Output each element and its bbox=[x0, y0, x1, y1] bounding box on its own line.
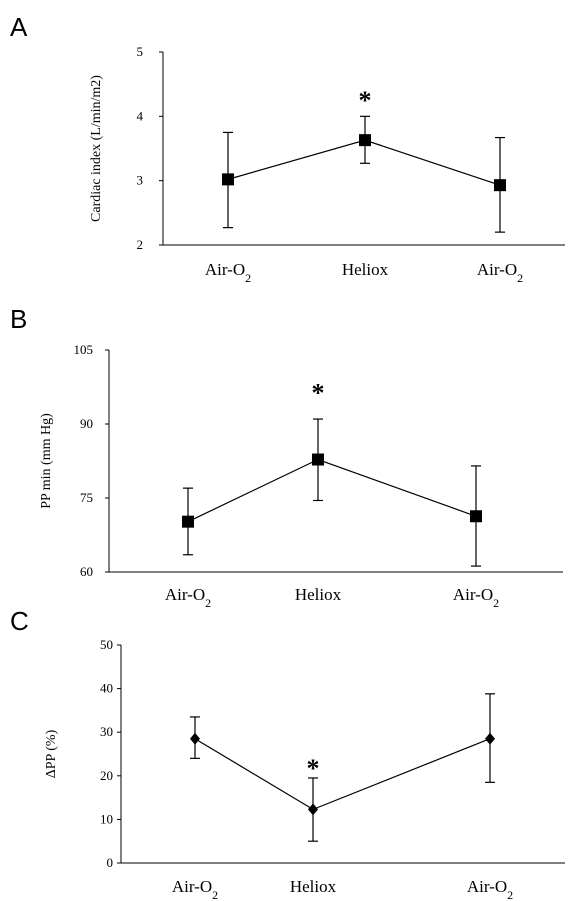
y-axis-label: PP min (mm Hg) bbox=[39, 413, 54, 509]
data-point bbox=[485, 732, 495, 745]
x-category-label: Air-O2 bbox=[477, 260, 523, 285]
data-point bbox=[308, 803, 318, 816]
data-point bbox=[359, 134, 371, 147]
x-category-label: Heliox bbox=[342, 260, 389, 279]
y-tick-label: 105 bbox=[74, 342, 94, 357]
panel-a: A 2 3 4 5 Cardiac index (L/min/m2) Air-O2 Helio… bbox=[10, 12, 565, 285]
x-category-label: Air-O2 bbox=[205, 260, 251, 285]
y-tick-label: 50 bbox=[100, 637, 113, 652]
data-point bbox=[312, 453, 324, 466]
data-point bbox=[494, 179, 506, 192]
y-tick-label: 10 bbox=[100, 811, 113, 826]
x-category-label: Air-O2 bbox=[467, 877, 513, 901]
data-point bbox=[190, 732, 200, 745]
y-tick-label: 2 bbox=[137, 237, 144, 252]
series-line bbox=[194, 738, 491, 811]
y-tick-label: 90 bbox=[80, 416, 93, 431]
panel-letter: B bbox=[10, 304, 27, 334]
y-tick-label: 0 bbox=[107, 855, 114, 870]
y-tick-label: 75 bbox=[80, 490, 93, 505]
x-category-label: Heliox bbox=[295, 585, 342, 604]
significance-marker: * bbox=[307, 754, 320, 783]
series-line bbox=[187, 458, 477, 523]
y-tick-label: 30 bbox=[100, 724, 113, 739]
x-category-label: Air-O2 bbox=[453, 585, 499, 610]
y-tick-label: 60 bbox=[80, 564, 93, 579]
x-category-label: Heliox bbox=[290, 877, 337, 896]
y-axis-label: ΔPP (%) bbox=[44, 729, 59, 778]
panel-c: C 0 10 20 30 40 50 ΔPP (%) Air-O2 Heliox Air-O2 * bbox=[10, 606, 565, 901]
data-point bbox=[470, 510, 482, 523]
x-category-label: Air-O2 bbox=[172, 877, 218, 901]
y-tick-label: 4 bbox=[137, 108, 144, 123]
y-tick-label: 20 bbox=[100, 768, 113, 783]
y-tick-label: 5 bbox=[137, 44, 144, 59]
panel-letter: A bbox=[10, 12, 28, 42]
y-tick-label: 3 bbox=[137, 173, 144, 188]
y-tick-label: 40 bbox=[100, 681, 113, 696]
panel-b: B 60 75 90 105 PP min (mm Hg) Air-O2 Heliox Air-… bbox=[10, 304, 563, 610]
series-line bbox=[227, 139, 501, 186]
x-category-label: Air-O2 bbox=[165, 585, 211, 610]
significance-marker: * bbox=[359, 86, 372, 115]
data-point bbox=[222, 173, 234, 186]
significance-marker: * bbox=[312, 378, 325, 407]
y-axis-label: Cardiac index (L/min/m2) bbox=[89, 75, 104, 222]
panel-letter: C bbox=[10, 606, 29, 636]
data-point bbox=[182, 515, 194, 528]
